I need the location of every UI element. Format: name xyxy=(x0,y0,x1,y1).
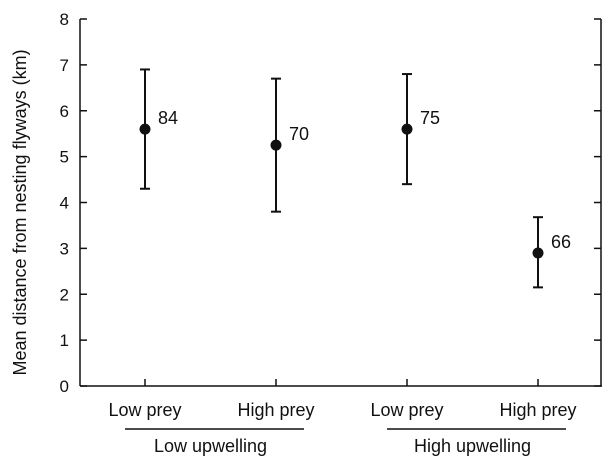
x-category-label: Low prey xyxy=(108,400,181,420)
x-category-label: High prey xyxy=(237,400,314,420)
x-groups: Low upwelling High upwelling xyxy=(125,428,566,456)
x-category-label: Low prey xyxy=(370,400,443,420)
sample-size-label: 70 xyxy=(289,124,309,144)
data-marks: 84 70 75 66 xyxy=(139,68,571,289)
axes xyxy=(79,19,602,387)
group-label: High upwelling xyxy=(414,436,531,456)
mean-point xyxy=(270,139,282,151)
y-tick-label: 6 xyxy=(60,102,69,121)
y-ticks: 0 1 2 3 4 5 6 7 8 xyxy=(60,10,601,396)
x-category-label: High prey xyxy=(499,400,576,420)
y-tick-label: 3 xyxy=(60,239,69,258)
mean-point xyxy=(401,123,413,135)
sample-size-label: 66 xyxy=(551,232,571,252)
sample-size-label: 75 xyxy=(420,108,440,128)
y-tick-label: 0 xyxy=(60,377,69,396)
y-tick-label: 8 xyxy=(60,10,69,29)
group-label: Low upwelling xyxy=(154,436,267,456)
y-tick-label: 5 xyxy=(60,148,69,167)
x-categories: Low prey High prey Low prey High prey xyxy=(108,379,577,420)
y-axis-label: Mean distance from nesting flyways (km) xyxy=(10,49,30,375)
y-tick-label: 7 xyxy=(60,56,69,75)
sample-size-label: 84 xyxy=(158,108,178,128)
y-tick-label: 2 xyxy=(60,285,69,304)
y-tick-label: 4 xyxy=(60,194,69,213)
y-tick-label: 1 xyxy=(60,331,69,350)
mean-point xyxy=(532,247,544,259)
mean-point xyxy=(139,123,151,135)
